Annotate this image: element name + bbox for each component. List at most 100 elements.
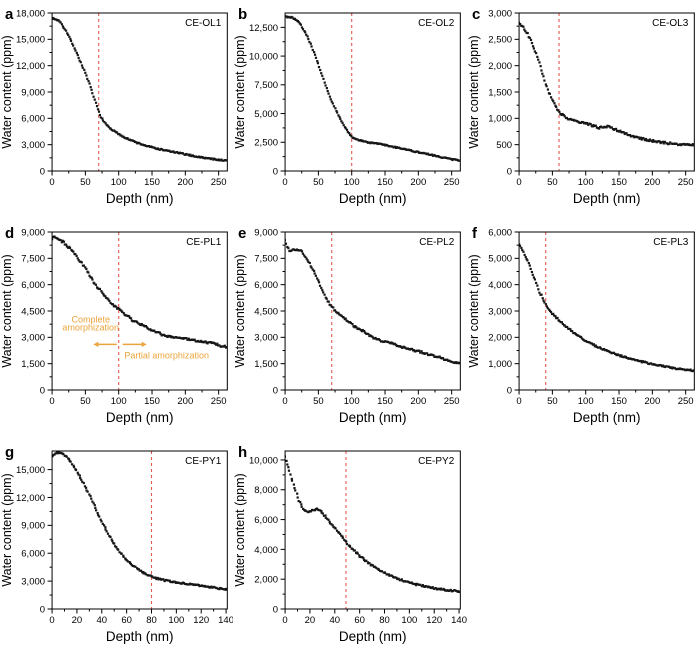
svg-text:150: 150 xyxy=(611,177,627,188)
svg-text:0: 0 xyxy=(49,396,54,407)
svg-text:0: 0 xyxy=(273,166,278,177)
svg-text:20: 20 xyxy=(305,615,316,626)
panel-g-chart: 0 20 40 60 80 100 120 140 0 3,000 6,000 9,000 12,000… xyxy=(0,438,234,657)
svg-text:200: 200 xyxy=(411,177,427,188)
svg-text:50: 50 xyxy=(313,177,324,188)
svg-text:0: 0 xyxy=(49,177,54,188)
svg-text:6,000: 6,000 xyxy=(21,114,45,125)
svg-text:250: 250 xyxy=(444,396,460,407)
svg-text:140: 140 xyxy=(218,615,233,626)
svg-text:6,000: 6,000 xyxy=(255,280,279,291)
svg-text:250: 250 xyxy=(677,396,693,407)
svg-text:0: 0 xyxy=(516,177,521,188)
svg-text:3,000: 3,000 xyxy=(21,577,45,588)
panel-a-chart: 0 50 100 150 200 250 0 3,000 6,000 9,000 12,000 15,… xyxy=(0,0,234,219)
svg-text:Complete: Complete xyxy=(71,314,110,324)
svg-text:100: 100 xyxy=(577,177,593,188)
svg-text:80: 80 xyxy=(146,615,157,626)
svg-text:Water content (ppm): Water content (ppm) xyxy=(0,254,14,367)
svg-text:0: 0 xyxy=(273,604,278,615)
svg-text:Depth (nm): Depth (nm) xyxy=(339,629,407,644)
svg-text:6,000: 6,000 xyxy=(255,515,279,526)
svg-text:250: 250 xyxy=(677,177,693,188)
svg-text:40: 40 xyxy=(96,615,107,626)
svg-text:9,000: 9,000 xyxy=(21,87,45,98)
panel-c: 0 50 100 150 200 250 0 500 1,000 1,500 2,000 2,500 3… xyxy=(466,0,700,219)
svg-text:3,000: 3,000 xyxy=(255,333,279,344)
svg-text:0: 0 xyxy=(40,385,45,396)
svg-text:3,000: 3,000 xyxy=(488,8,512,19)
svg-text:2,000: 2,000 xyxy=(255,575,279,586)
svg-text:CE-OL1: CE-OL1 xyxy=(185,18,222,29)
svg-text:f: f xyxy=(472,225,478,242)
panel-c-chart: 0 50 100 150 200 250 0 500 1,000 1,500 2,000 2,500 3… xyxy=(466,0,700,219)
svg-text:CE-PL2: CE-PL2 xyxy=(420,237,455,248)
svg-text:0: 0 xyxy=(283,177,288,188)
empty-cell xyxy=(467,438,700,657)
svg-text:150: 150 xyxy=(377,396,393,407)
svg-text:0: 0 xyxy=(40,604,45,615)
svg-text:1,500: 1,500 xyxy=(21,359,45,370)
svg-text:150: 150 xyxy=(611,396,627,407)
svg-text:0: 0 xyxy=(40,166,45,177)
svg-text:3,000: 3,000 xyxy=(21,333,45,344)
svg-text:100: 100 xyxy=(344,396,360,407)
svg-text:Depth (nm): Depth (nm) xyxy=(573,191,641,206)
svg-text:b: b xyxy=(238,6,247,23)
svg-text:Depth (nm): Depth (nm) xyxy=(339,410,407,425)
svg-text:120: 120 xyxy=(193,615,209,626)
svg-text:0: 0 xyxy=(283,615,288,626)
svg-text:100: 100 xyxy=(344,177,360,188)
svg-text:20: 20 xyxy=(72,615,83,626)
svg-text:a: a xyxy=(5,6,14,23)
svg-text:CE-PY2: CE-PY2 xyxy=(418,456,455,467)
panel-f: 0 50 100 150 200 250 0 1,000 2,000 3,000 4,000 5,00… xyxy=(466,219,700,438)
svg-text:50: 50 xyxy=(80,396,91,407)
svg-text:1,500: 1,500 xyxy=(488,87,512,98)
svg-text:80: 80 xyxy=(380,615,391,626)
svg-text:0: 0 xyxy=(506,385,511,396)
panel-b: 0 50 100 150 200 250 0 2,500 5,000 7,500 10,000 12,… xyxy=(233,0,467,219)
svg-text:50: 50 xyxy=(80,177,91,188)
svg-text:9,000: 9,000 xyxy=(21,521,45,532)
svg-text:40: 40 xyxy=(330,615,341,626)
svg-text:100: 100 xyxy=(168,615,184,626)
svg-text:15,000: 15,000 xyxy=(16,35,45,46)
svg-text:2,000: 2,000 xyxy=(488,333,512,344)
panel-h: 0 20 40 60 80 100 120 140 0 2,000 4,000 6,000 8,000 1… xyxy=(233,438,467,657)
svg-text:0: 0 xyxy=(273,385,278,396)
svg-text:150: 150 xyxy=(144,177,160,188)
panel-f-chart: 0 50 100 150 200 250 0 1,000 2,000 3,000 4,000 5,00… xyxy=(466,219,700,438)
svg-text:6,000: 6,000 xyxy=(488,227,512,238)
svg-text:2,500: 2,500 xyxy=(488,35,512,46)
svg-text:Depth (nm): Depth (nm) xyxy=(106,629,174,644)
svg-text:250: 250 xyxy=(211,396,227,407)
svg-text:4,500: 4,500 xyxy=(255,306,279,317)
svg-text:140: 140 xyxy=(451,615,466,626)
svg-text:50: 50 xyxy=(547,396,558,407)
svg-text:60: 60 xyxy=(355,615,366,626)
svg-text:60: 60 xyxy=(121,615,132,626)
svg-text:0: 0 xyxy=(516,396,521,407)
svg-text:3,000: 3,000 xyxy=(488,306,512,317)
svg-text:18,000: 18,000 xyxy=(16,8,45,19)
svg-text:4,000: 4,000 xyxy=(488,280,512,291)
svg-text:10,000: 10,000 xyxy=(249,51,278,62)
svg-text:8,000: 8,000 xyxy=(255,485,279,496)
svg-text:Water content (ppm): Water content (ppm) xyxy=(233,254,247,367)
svg-text:9,000: 9,000 xyxy=(21,227,45,238)
svg-text:150: 150 xyxy=(377,177,393,188)
panel-b-chart: 0 50 100 150 200 250 0 2,500 5,000 7,500 10,000 12,… xyxy=(233,0,467,219)
svg-text:50: 50 xyxy=(547,177,558,188)
svg-text:2,000: 2,000 xyxy=(488,61,512,72)
panel-e: 0 50 100 150 200 250 0 1,500 3,000 4,500 6,000 7,50… xyxy=(233,219,467,438)
panel-d-chart: 0 50 100 150 200 250 0 1,500 3,000 4,500 6,000 7,50… xyxy=(0,219,234,438)
svg-text:1,500: 1,500 xyxy=(255,359,279,370)
svg-text:12,500: 12,500 xyxy=(249,23,278,34)
svg-text:0: 0 xyxy=(283,396,288,407)
svg-text:Water content (ppm): Water content (ppm) xyxy=(467,35,481,148)
svg-text:12,000: 12,000 xyxy=(16,61,45,72)
svg-text:c: c xyxy=(472,6,480,23)
svg-text:Depth (nm): Depth (nm) xyxy=(106,410,174,425)
svg-text:7,500: 7,500 xyxy=(255,254,279,265)
